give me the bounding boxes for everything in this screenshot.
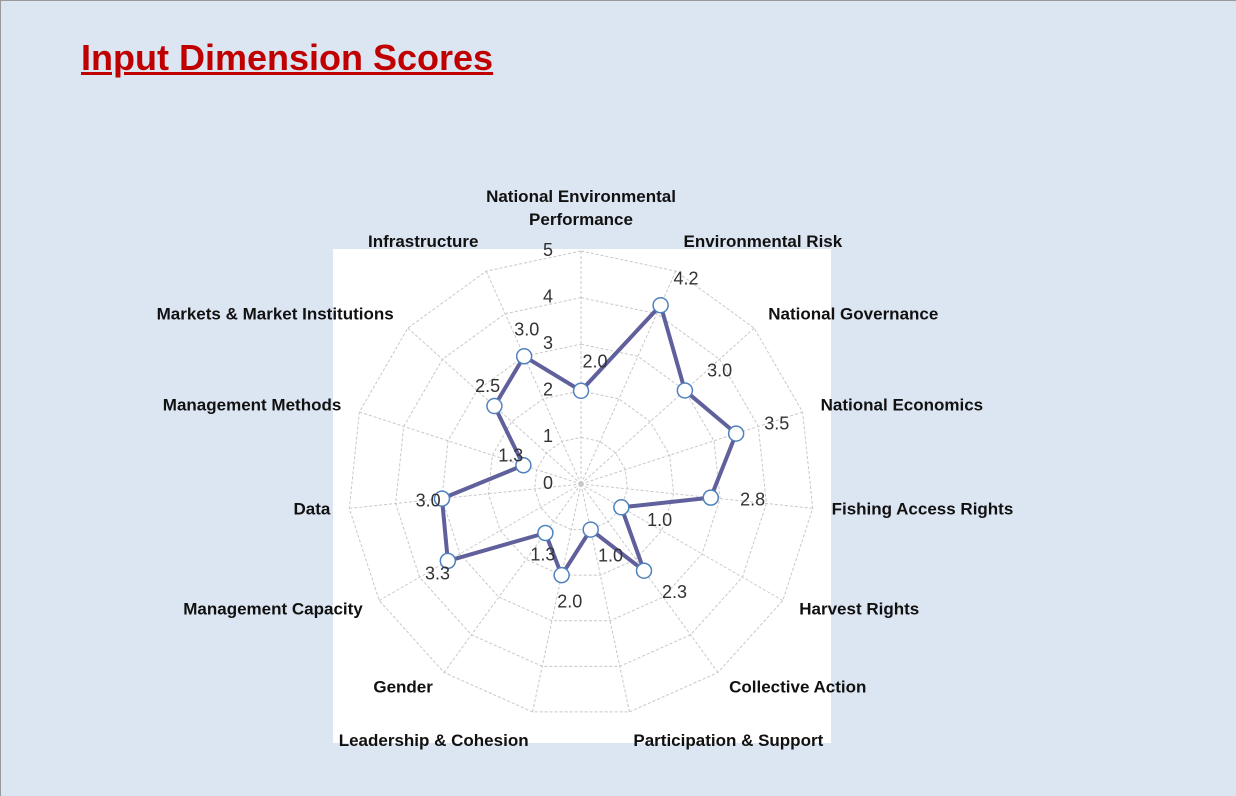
grid-spoke (485, 270, 582, 485)
r-tick-label: 4 (543, 286, 553, 306)
marker (537, 524, 554, 542)
data-label: 2.0 (582, 352, 607, 372)
marker (486, 397, 503, 415)
r-tick-label: 2 (543, 380, 553, 400)
grid-spoke (532, 483, 582, 713)
grid-ring (487, 390, 675, 576)
marker (582, 521, 599, 538)
marker (439, 552, 457, 570)
plot-area (333, 249, 831, 743)
r-tick-label: 0 (543, 473, 553, 493)
category-label: Collective Action (729, 677, 867, 697)
category-label: Participation & Support (633, 731, 824, 751)
data-label: 2.8 (740, 489, 765, 509)
marker (676, 382, 694, 399)
category-label: National Governance (768, 304, 939, 324)
data-label: 3.5 (764, 414, 789, 434)
chart-title: Input Dimension Scores (81, 37, 494, 78)
marker (515, 348, 533, 365)
category-label: National Environmental Performance (486, 187, 676, 230)
data-label: 2.3 (662, 582, 687, 602)
grid-spoke (580, 483, 630, 713)
grid-spoke (580, 270, 677, 485)
grid-ring (395, 297, 767, 667)
marker (553, 566, 570, 584)
marker (572, 382, 590, 400)
data-label: 1.3 (530, 544, 555, 564)
grid-spoke (359, 411, 582, 485)
marker (515, 457, 532, 474)
category-label: Infrastructure (367, 231, 479, 251)
grid-spoke (443, 483, 582, 673)
data-label: 3.3 (425, 564, 450, 584)
data-label: 1.0 (647, 510, 672, 530)
grid-ring (348, 250, 814, 713)
category-label: Gender (373, 677, 433, 697)
r-tick-label: 3 (543, 333, 553, 353)
category-label: Management Capacity (183, 599, 363, 619)
r-tick-label: 5 (543, 240, 553, 260)
data-label: 3.0 (514, 319, 539, 339)
grid-spoke (580, 483, 813, 509)
r-tick-label: 1 (543, 426, 553, 446)
marker (652, 296, 669, 314)
grid-spoke (580, 483, 719, 673)
marker (635, 562, 653, 579)
data-label: 1.0 (598, 546, 623, 566)
series-line (439, 303, 739, 578)
data-label: 1.3 (498, 445, 523, 465)
category-label: Data (293, 499, 331, 519)
marker (433, 490, 451, 507)
category-label: Harvest Rights (799, 599, 920, 619)
grid-ring (534, 436, 628, 531)
data-label: 2.5 (475, 376, 500, 396)
data-label: 3.0 (707, 360, 732, 380)
grid-spoke (580, 411, 803, 485)
category-label: National Economics (820, 395, 984, 415)
grid-spoke (580, 483, 784, 601)
grid-spoke (349, 483, 582, 509)
grid-spoke (580, 327, 755, 485)
data-label: 2.0 (557, 591, 582, 611)
marker (727, 425, 745, 442)
category-label: Environmental Risk (683, 231, 843, 251)
category-label: Markets & Market Institutions (156, 304, 394, 324)
category-label: Fishing Access Rights (831, 499, 1014, 519)
marker (702, 489, 720, 506)
data-label: 3.0 (416, 490, 441, 510)
category-label: Leadership & Cohesion (338, 731, 529, 751)
grid-spoke (378, 483, 582, 601)
grid-ring (441, 343, 721, 622)
marker (613, 499, 630, 516)
data-label: 4.2 (673, 268, 698, 288)
category-label: Management Methods (162, 395, 342, 415)
